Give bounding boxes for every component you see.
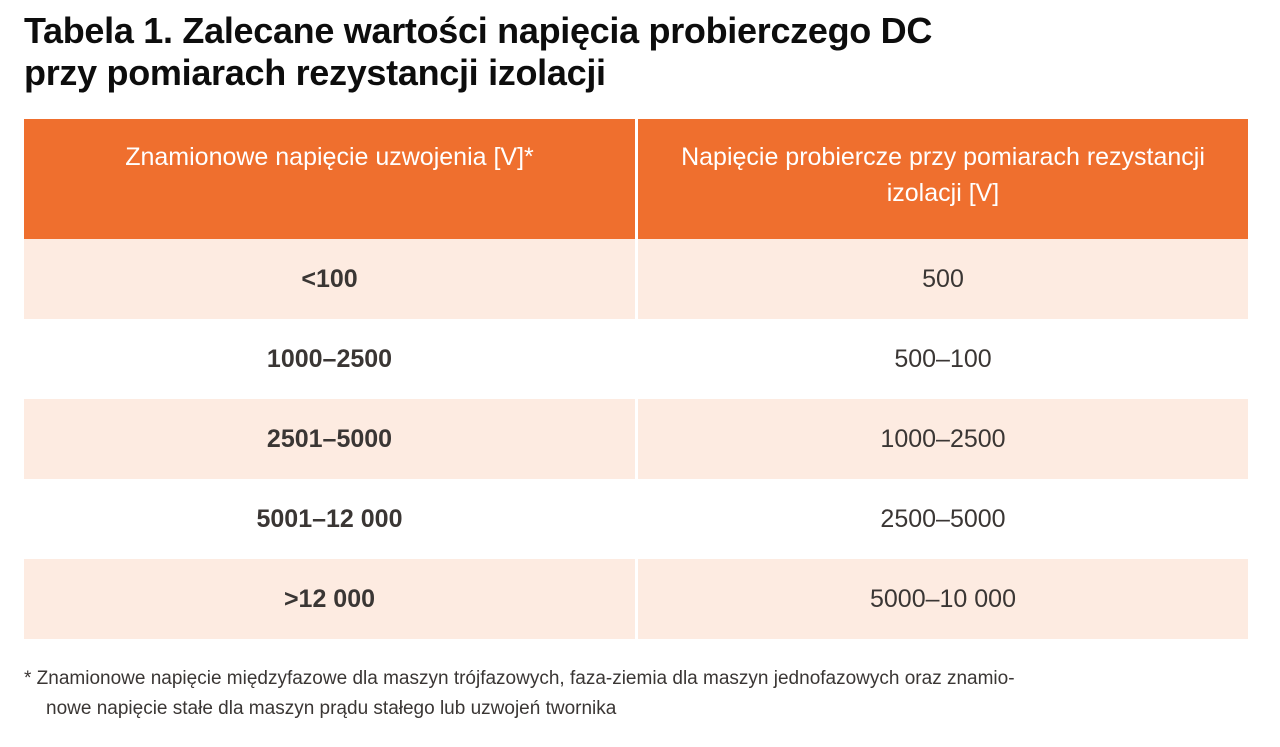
voltage-table: Znamionowe napięcie uzwojenia [V]* Napię…: [24, 119, 1248, 639]
test-voltage-cell: 2500–5000: [880, 504, 1006, 533]
table-footnote: * Znamionowe napięcie międzyfazowe dla m…: [24, 664, 1244, 724]
rated-voltage-cell: >12 000: [24, 559, 635, 639]
rated-voltage-cell: <100: [24, 239, 635, 319]
column-divider: [635, 479, 638, 559]
column-divider: [635, 319, 638, 399]
page-title: Tabela 1. Zalecane wartości napięcia pro…: [24, 10, 1224, 94]
test-voltage-cell: 500: [638, 239, 1248, 319]
table-row: <100 500: [24, 239, 1248, 319]
column-divider: [635, 399, 638, 479]
column-divider: [635, 559, 638, 639]
title-line-2: przy pomiarach rezystancji izolacji: [24, 52, 606, 93]
footnote-line-1: * Znamionowe napięcie międzyfazowe dla m…: [24, 668, 1015, 689]
column-header-rated-voltage: Znamionowe napięcie uzwojenia [V]*: [24, 119, 635, 239]
table-row: 5001–12 000 2500–5000: [24, 479, 1248, 559]
footnote-line-2: nowe napięcie stałe dla maszyn prądu sta…: [46, 698, 617, 719]
test-voltage-cell: 5000–10 000: [638, 559, 1248, 639]
rated-voltage-cell: 2501–5000: [24, 399, 635, 479]
table-header-row: Znamionowe napięcie uzwojenia [V]* Napię…: [24, 119, 1248, 239]
column-divider: [635, 119, 638, 239]
title-line-1: Tabela 1. Zalecane wartości napięcia pro…: [24, 10, 933, 51]
column-divider: [635, 239, 638, 319]
table-row: >12 000 5000–10 000: [24, 559, 1248, 639]
table-row: 2501–5000 1000–2500: [24, 399, 1248, 479]
rated-voltage-cell: 5001–12 000: [256, 504, 403, 533]
rated-voltage-cell: 1000–2500: [266, 344, 393, 373]
test-voltage-cell: 500–100: [894, 344, 992, 373]
test-voltage-cell: 1000–2500: [638, 399, 1248, 479]
table-row: 1000–2500 500–100: [24, 319, 1248, 399]
column-header-test-voltage: Napięcie probiercze przy pomiarach rezys…: [638, 119, 1248, 239]
